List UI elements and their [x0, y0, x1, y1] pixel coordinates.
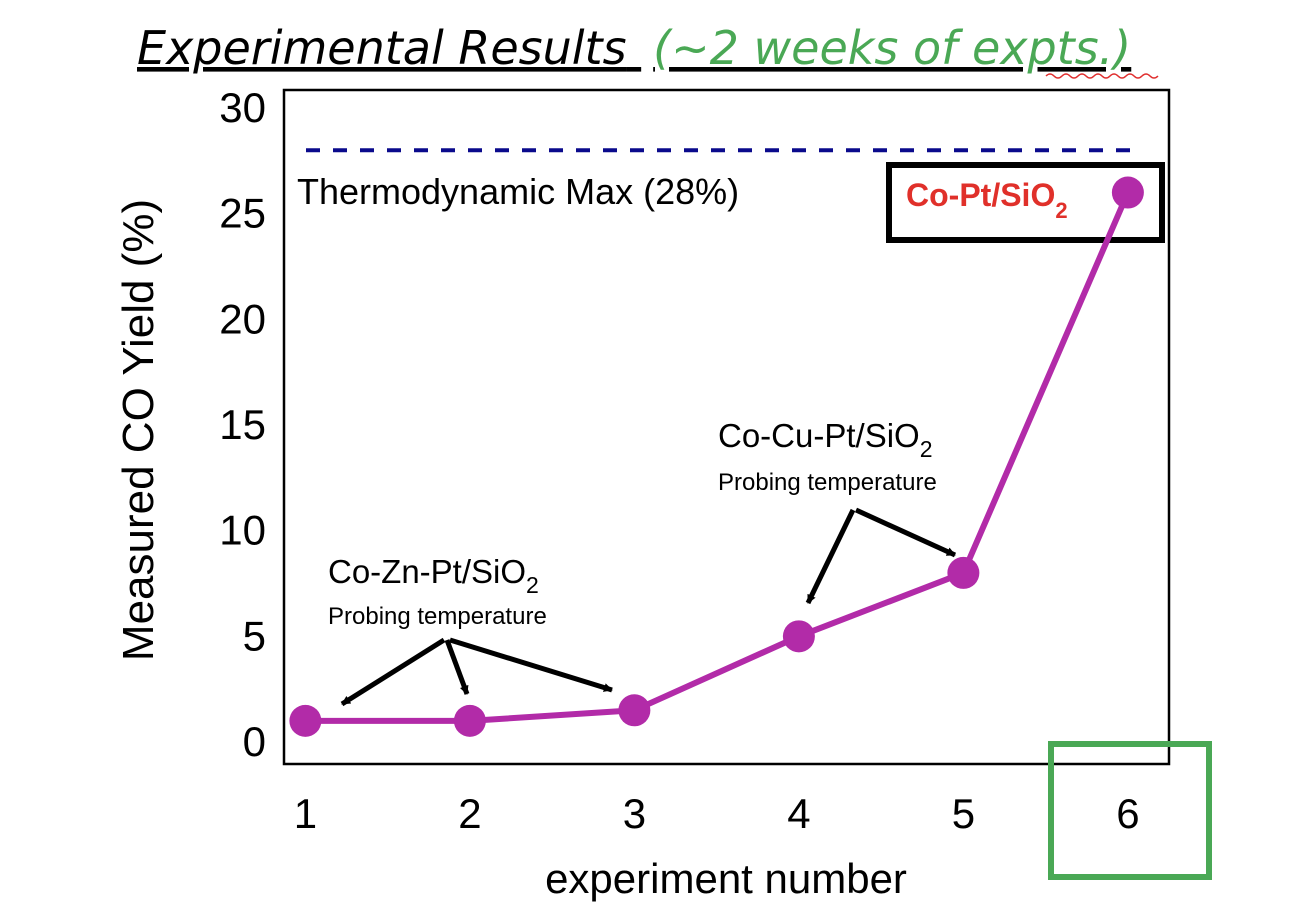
slide-title: Experimental Results (~2 weeks of expts.… [137, 21, 1131, 75]
y-tick-group: 0 5 10 15 20 25 30 [219, 84, 266, 765]
best-catalyst-text: Co-Pt/SiO [906, 177, 1055, 213]
y-tick-label-0: 0 [243, 718, 266, 765]
annotation-co-cu-pt-note: Probing temperature [718, 469, 937, 496]
annotation-co-zn-pt-label: Co-Zn-Pt/SiO [328, 553, 526, 590]
y-tick-label-30: 30 [219, 84, 266, 131]
annotation-co-cu-pt-subscript: 2 [920, 436, 933, 462]
data-point-6 [1111, 176, 1144, 209]
data-point-4 [782, 620, 815, 653]
arrow-to-point-3 [449, 637, 613, 693]
data-point-3 [618, 694, 651, 727]
y-tick-label-15: 15 [219, 401, 266, 448]
arrow-to-point-5 [854, 507, 957, 558]
x-tick-label-6: 6 [1116, 790, 1139, 837]
annotation-co-cu-pt: Co-Cu-Pt/SiO2 [718, 417, 933, 462]
reference-line-label: Thermodynamic Max (28%) [297, 171, 739, 212]
annotation-co-zn-pt-note: Probing temperature [328, 603, 547, 630]
x-tick-label-3: 3 [623, 790, 646, 837]
x-axis-label: experiment number [545, 855, 907, 902]
x-tick-group: 1 2 3 4 5 6 [294, 790, 1140, 837]
data-point-group [289, 176, 1144, 737]
x-tick-label-5: 5 [952, 790, 975, 837]
series-line [305, 191, 1131, 724]
title-main: Experimental Results [137, 21, 627, 75]
arrow-to-point-1 [340, 637, 446, 707]
annotation-co-cu-pt-label: Co-Cu-Pt/SiO [718, 417, 920, 454]
x-tick-label-4: 4 [787, 790, 810, 837]
arrow-to-point-4 [805, 508, 856, 605]
best-catalyst-label: Co-Pt/SiO2 [906, 177, 1068, 223]
data-point-2 [453, 704, 486, 737]
y-tick-label-25: 25 [219, 190, 266, 237]
y-tick-label-20: 20 [219, 295, 266, 342]
best-catalyst-subscript: 2 [1055, 198, 1067, 223]
annotation-co-zn-pt: Co-Zn-Pt/SiO2 [328, 553, 539, 598]
y-tick-label-5: 5 [243, 612, 266, 659]
spellcheck-squiggle [1045, 73, 1159, 79]
annotation-co-zn-pt-subscript: 2 [526, 572, 539, 598]
data-point-1 [289, 704, 322, 737]
arrow-to-point-2 [444, 639, 470, 695]
title-note: (~2 weeks of expts.) [653, 21, 1131, 75]
y-tick-label-10: 10 [219, 507, 266, 554]
x-tick-label-1: 1 [294, 790, 317, 837]
data-point-5 [947, 556, 980, 589]
highlight-box-6 [1048, 741, 1212, 880]
y-axis-label: Measured CO Yield (%) [114, 199, 163, 661]
x-tick-label-2: 2 [458, 790, 481, 837]
plot-frame [282, 88, 1171, 766]
